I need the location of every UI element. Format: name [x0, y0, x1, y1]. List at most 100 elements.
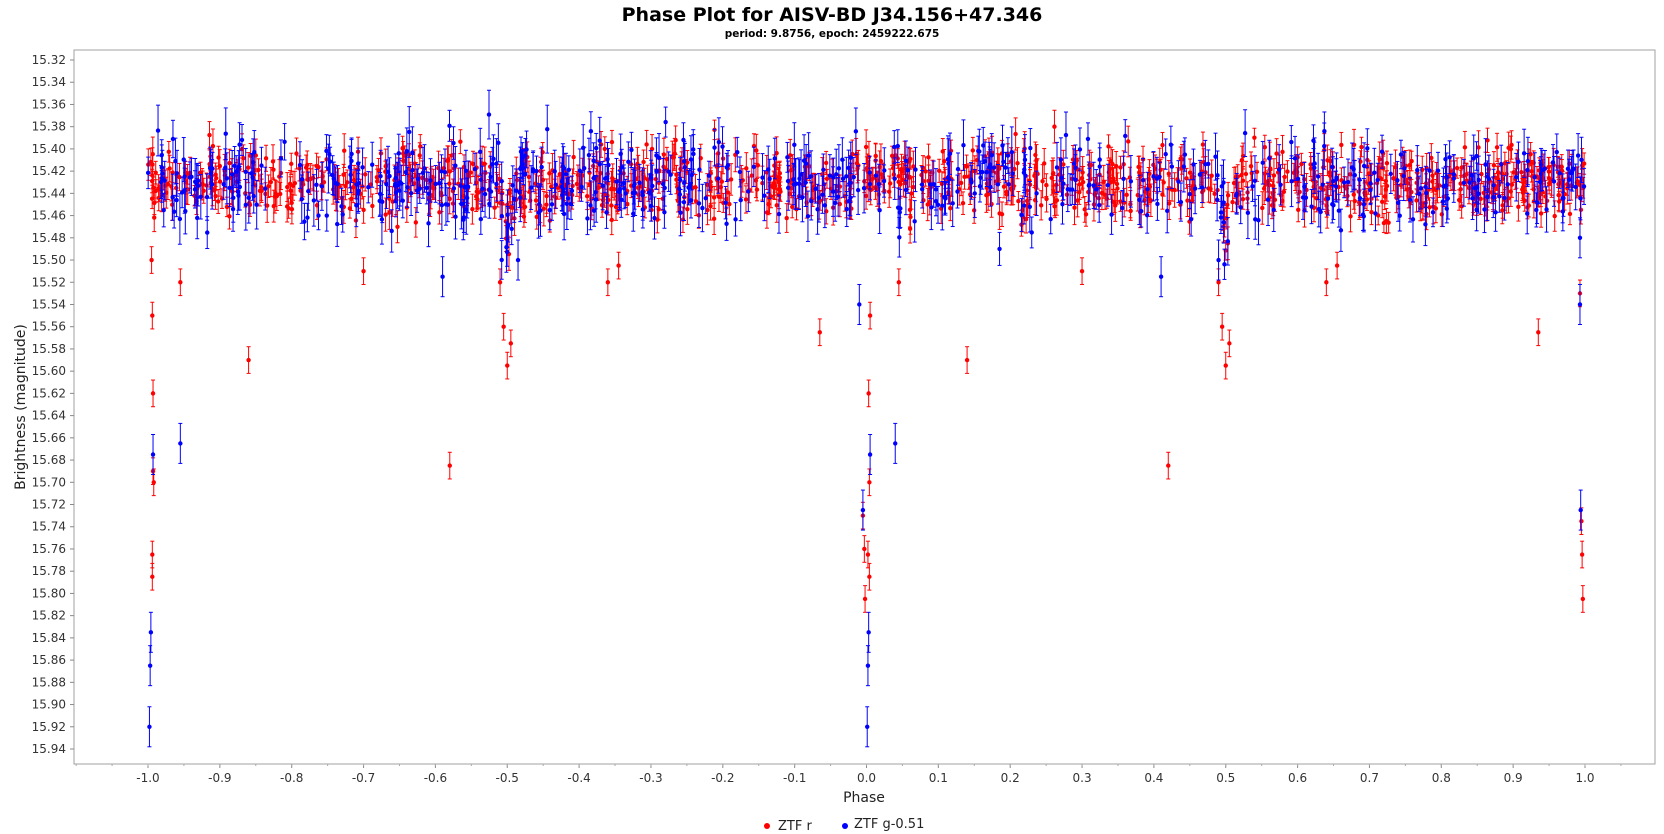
- ztf-r-point: [321, 179, 327, 185]
- ztf-r-point: [430, 185, 435, 190]
- ztf-r-point: [1347, 172, 1353, 177]
- ztf-r-point: [1100, 191, 1105, 196]
- ztf-g-point: [585, 216, 590, 221]
- ztf-r-point: [1506, 196, 1511, 201]
- ztf-r-point: [1004, 192, 1009, 197]
- ztf-r-point: [470, 161, 476, 167]
- ztf-g-point: [422, 166, 427, 171]
- ztf-r-point: [896, 174, 901, 179]
- x-tick-label: -0.3: [639, 771, 662, 785]
- ztf-r-point: [1082, 207, 1087, 212]
- ztf-r-point: [497, 280, 503, 285]
- ztf-r-point: [246, 357, 251, 363]
- ztf-r-point: [292, 180, 298, 186]
- ztf-r-point: [1500, 208, 1505, 213]
- ztf-r-point: [1178, 156, 1183, 161]
- ztf-r-point: [788, 168, 794, 173]
- ztf-r-point: [1248, 164, 1254, 169]
- ztf-r-point: [716, 194, 722, 199]
- ztf-r-point: [552, 194, 557, 199]
- ztf-r-point: [214, 175, 219, 181]
- ztf-r-point: [571, 154, 576, 160]
- ztf-r-point: [584, 194, 590, 199]
- ztf-r-point: [711, 216, 717, 221]
- ztf-r-point: [150, 313, 155, 318]
- x-tick-label: 1.0: [1575, 771, 1594, 785]
- ztf-r-point: [1230, 199, 1235, 205]
- y-tick-label: 15.88: [32, 675, 66, 689]
- ztf-r-point: [1166, 463, 1171, 468]
- ztf-r-point: [753, 178, 759, 183]
- ztf-r-point: [1454, 165, 1460, 171]
- ztf-r-point: [289, 161, 294, 167]
- ztf-r-point: [1161, 180, 1166, 185]
- ztf-r-point: [1118, 199, 1123, 204]
- ztf-r-point: [1516, 204, 1521, 210]
- ztf-r-point: [907, 175, 912, 180]
- y-tick-label: 15.50: [32, 253, 66, 267]
- ztf-r-point: [1128, 208, 1133, 214]
- ztf-r-point: [289, 200, 294, 206]
- ztf-r-point: [268, 179, 274, 185]
- ztf-r-point: [873, 185, 878, 190]
- ztf-r-point: [1379, 199, 1385, 205]
- ztf-r-point: [1556, 192, 1561, 198]
- ztf-r-point: [1086, 189, 1091, 195]
- x-tick-label: -0.4: [567, 771, 590, 785]
- ztf-r-point: [755, 163, 761, 168]
- ztf-r-point: [445, 158, 450, 164]
- y-tick-label: 15.76: [32, 542, 66, 556]
- ztf-r-point: [345, 180, 350, 185]
- ztf-r-point: [521, 214, 527, 219]
- x-tick-label: 0.1: [929, 771, 948, 785]
- ztf-g-point: [848, 155, 853, 160]
- x-tick-label: 0.8: [1432, 771, 1451, 785]
- ztf-r-point: [865, 552, 871, 557]
- x-tick-label: 0.4: [1144, 771, 1163, 785]
- ztf-r-point: [458, 139, 463, 144]
- ztf-g-point: [518, 195, 523, 200]
- y-tick-label: 15.68: [32, 453, 66, 467]
- ztf-r-point: [1311, 184, 1316, 190]
- ztf-r-point: [1409, 158, 1414, 164]
- ztf-r-point: [1033, 152, 1038, 158]
- ztf-g-point: [478, 216, 484, 222]
- ztf-r-point: [447, 181, 452, 186]
- ztf-r-point: [470, 206, 475, 212]
- y-tick-label: 15.42: [32, 164, 66, 178]
- ztf-r-point: [958, 180, 964, 186]
- ztf-r-point: [868, 187, 873, 193]
- ztf-g-point: [735, 150, 740, 155]
- ztf-r-point: [1494, 145, 1500, 150]
- ztf-g-point: [604, 210, 609, 215]
- ztf-r-point: [1476, 145, 1481, 150]
- ztf-g-point: [834, 172, 839, 177]
- ztf-r-point: [216, 199, 221, 204]
- ztf-r-point: [1398, 183, 1404, 188]
- ztf-r-point: [635, 161, 640, 167]
- ztf-r-point: [508, 341, 514, 346]
- ztf-r-point: [1459, 204, 1464, 209]
- ztf-g-point: [835, 194, 841, 200]
- ztf-r-point: [1544, 198, 1550, 204]
- ztf-r-point: [616, 263, 621, 268]
- x-tick-label: -0.8: [280, 771, 303, 785]
- ztf-r-point: [1051, 189, 1056, 195]
- ztf-r-point: [153, 188, 159, 194]
- ztf-r-point: [1269, 203, 1275, 208]
- ztf-r-point: [156, 185, 161, 191]
- ztf-r-point: [964, 357, 970, 363]
- ztf-r-point: [685, 206, 690, 212]
- ztf-r-point: [492, 205, 497, 210]
- ztf-r-point: [863, 144, 869, 150]
- ztf-r-point: [400, 151, 406, 156]
- ztf-r-point: [1231, 180, 1237, 186]
- ztf-r-point: [177, 174, 182, 180]
- ztf-r-point: [547, 171, 552, 176]
- ztf-r-point: [867, 480, 872, 485]
- chart-title: Phase Plot for AISV-BD J34.156+47.346: [622, 4, 1043, 26]
- ztf-r-point: [1334, 263, 1340, 268]
- ztf-r-point: [866, 154, 872, 160]
- ztf-r-point: [1579, 518, 1584, 524]
- ztf-r-point: [474, 189, 480, 194]
